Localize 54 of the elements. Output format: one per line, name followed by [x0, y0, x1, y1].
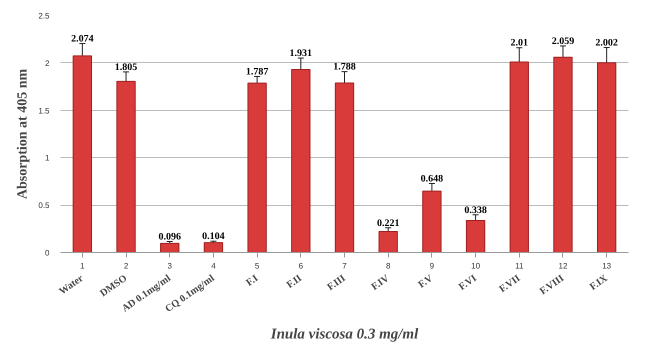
x-tick-label: 1 — [80, 262, 86, 270]
bar — [596, 62, 616, 252]
bar — [378, 231, 398, 252]
data-label: 2.002 — [595, 38, 618, 49]
bar — [160, 242, 180, 252]
data-label: 0.221 — [376, 218, 400, 229]
y-tick-label: 1.5 — [38, 106, 50, 116]
data-label: 0.648 — [420, 173, 444, 184]
x-axis-title: Inula viscosa 0.3 mg/ml — [270, 326, 420, 342]
x-tick-label: 4 — [211, 262, 216, 270]
x-tick-label: 11 — [515, 262, 524, 270]
data-label: 1.788 — [333, 62, 356, 73]
data-label: 0.338 — [464, 204, 487, 216]
bar — [116, 80, 136, 252]
y-axis-title: Absorption at 405 nm — [15, 68, 30, 200]
text: F.IV — [370, 272, 392, 293]
data-label: 0.096 — [158, 232, 181, 243]
x-tick-label: 2 — [124, 262, 129, 270]
data-label: 1.787 — [246, 66, 268, 78]
data-label: 2.074 — [71, 34, 94, 45]
bar — [247, 82, 267, 252]
x-tick-label: 13 — [602, 262, 612, 270]
y-tick-label: 0 — [45, 248, 50, 258]
data-label: 2.059 — [552, 36, 574, 47]
bar — [291, 68, 310, 252]
text: F.V — [416, 272, 436, 291]
x-tick-label: 6 — [298, 262, 304, 270]
data-label: 1.931 — [290, 48, 312, 60]
y-tick-label: 2 — [45, 58, 50, 68]
bar — [422, 190, 442, 252]
text: F.IX — [588, 272, 610, 293]
data-label: 1.805 — [114, 62, 138, 73]
text: F.I — [244, 272, 260, 289]
text: F.III — [325, 272, 348, 294]
data-label: 2.01 — [510, 38, 528, 49]
text: F.VI — [457, 272, 479, 293]
x-tick-label: 12 — [558, 262, 568, 270]
bar — [466, 220, 486, 252]
x-tick-label: 10 — [471, 262, 481, 270]
bar — [334, 82, 354, 252]
x-tick-label: 5 — [254, 262, 260, 270]
text: F.II — [284, 272, 304, 291]
bar — [204, 242, 224, 252]
x-tick-label: 8 — [386, 262, 391, 270]
x-tick-label: 3 — [168, 262, 173, 270]
y-tick-label: 1 — [45, 154, 50, 163]
bar — [510, 61, 529, 252]
y-tick-label: 2.5 — [38, 12, 50, 20]
x-tick-label: 7 — [342, 262, 348, 270]
x-tick-label: 9 — [430, 262, 435, 270]
y-tick-label: 0.5 — [38, 201, 50, 210]
data-label: 0.104 — [202, 231, 225, 242]
bar — [72, 55, 92, 252]
bar — [553, 56, 573, 252]
